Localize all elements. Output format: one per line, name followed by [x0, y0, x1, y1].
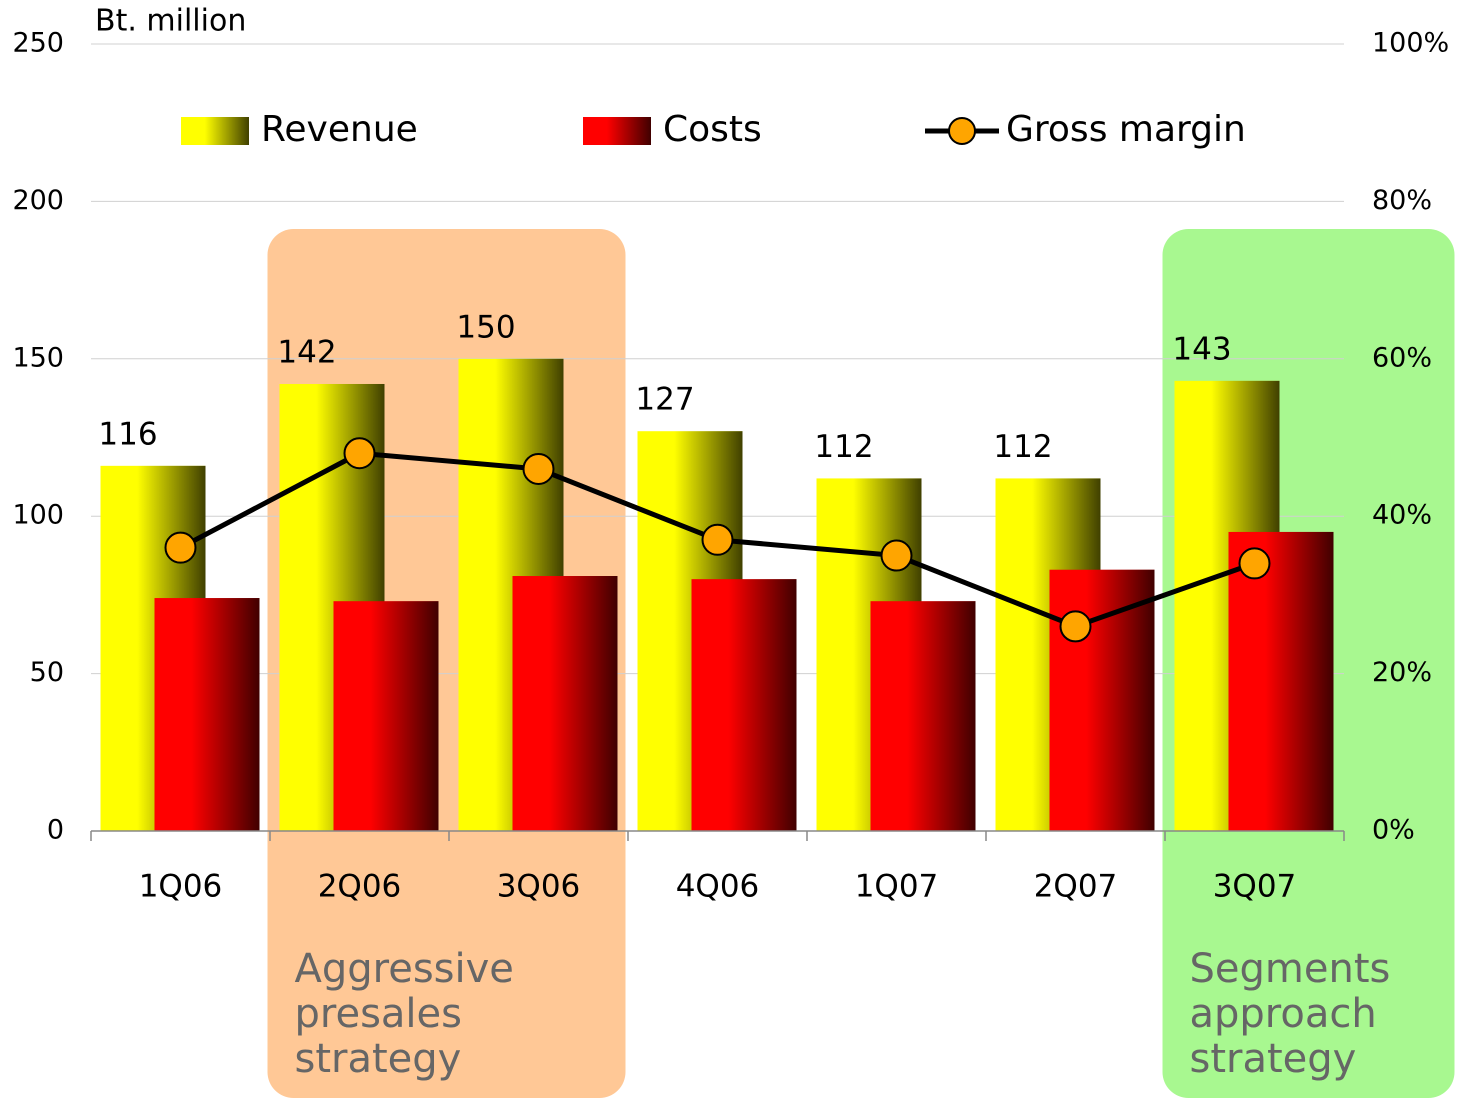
annotation-text: strategy [295, 1036, 462, 1082]
bar-shade [155, 598, 260, 831]
legend-swatch-shade [583, 117, 651, 145]
value-label: 127 [635, 382, 694, 418]
value-label: 116 [98, 416, 157, 452]
value-label: 150 [456, 309, 515, 345]
y-tick-label: 250 [12, 28, 64, 59]
annotation-text: Aggressive [295, 946, 514, 992]
y2-tick-label: 60% [1372, 342, 1432, 373]
bar-shade [692, 579, 797, 831]
x-tick-label: 2Q07 [1034, 869, 1118, 905]
marker [166, 533, 196, 563]
value-label: 143 [1172, 331, 1231, 367]
y2-tick-label: 80% [1372, 185, 1432, 216]
y2-tick-label: 20% [1372, 657, 1432, 688]
marker [524, 454, 554, 484]
legend-label: Gross margin [1006, 109, 1246, 150]
value-label: 142 [277, 334, 336, 370]
annotation-text: approach [1190, 991, 1377, 1037]
marker [882, 541, 912, 571]
bar-shade [513, 576, 618, 831]
bar-shade [1050, 570, 1155, 831]
annotation-text: Segments [1190, 946, 1391, 992]
legend-marker [949, 118, 975, 144]
y2-tick-label: 40% [1372, 500, 1432, 531]
y-tick-label: 150 [12, 342, 64, 373]
x-tick-label: 3Q06 [497, 869, 581, 905]
y-tick-label: 100 [12, 500, 64, 531]
x-tick-label: 1Q07 [855, 869, 939, 905]
marker [1240, 548, 1270, 578]
x-tick-label: 3Q07 [1213, 869, 1297, 905]
x-tick-label: 2Q06 [318, 869, 402, 905]
bar-shade [1229, 532, 1334, 831]
x-tick-label: 1Q06 [139, 869, 223, 905]
value-label: 112 [814, 429, 873, 465]
legend-swatch-shade [181, 117, 249, 145]
legend-label: Revenue [261, 109, 418, 150]
chart: Bt. million AggressivepresalesstrategySe… [0, 0, 1461, 1101]
marker [703, 525, 733, 555]
bar-shade [871, 601, 976, 831]
annotation-text: presales [295, 991, 462, 1037]
annotation-text: strategy [1190, 1036, 1357, 1082]
y2-tick-label: 0% [1372, 815, 1415, 846]
y-tick-label: 50 [30, 657, 64, 688]
value-label: 112 [993, 429, 1052, 465]
marker [345, 438, 375, 468]
y-axis-unit: Bt. million [95, 4, 246, 39]
y2-tick-label: 100% [1372, 28, 1449, 59]
legend-label: Costs [663, 109, 762, 150]
bar-shade [334, 601, 439, 831]
x-tick-label: 4Q06 [676, 869, 760, 905]
y-tick-label: 200 [12, 185, 64, 216]
marker [1061, 611, 1091, 641]
y-tick-label: 0 [47, 815, 64, 846]
